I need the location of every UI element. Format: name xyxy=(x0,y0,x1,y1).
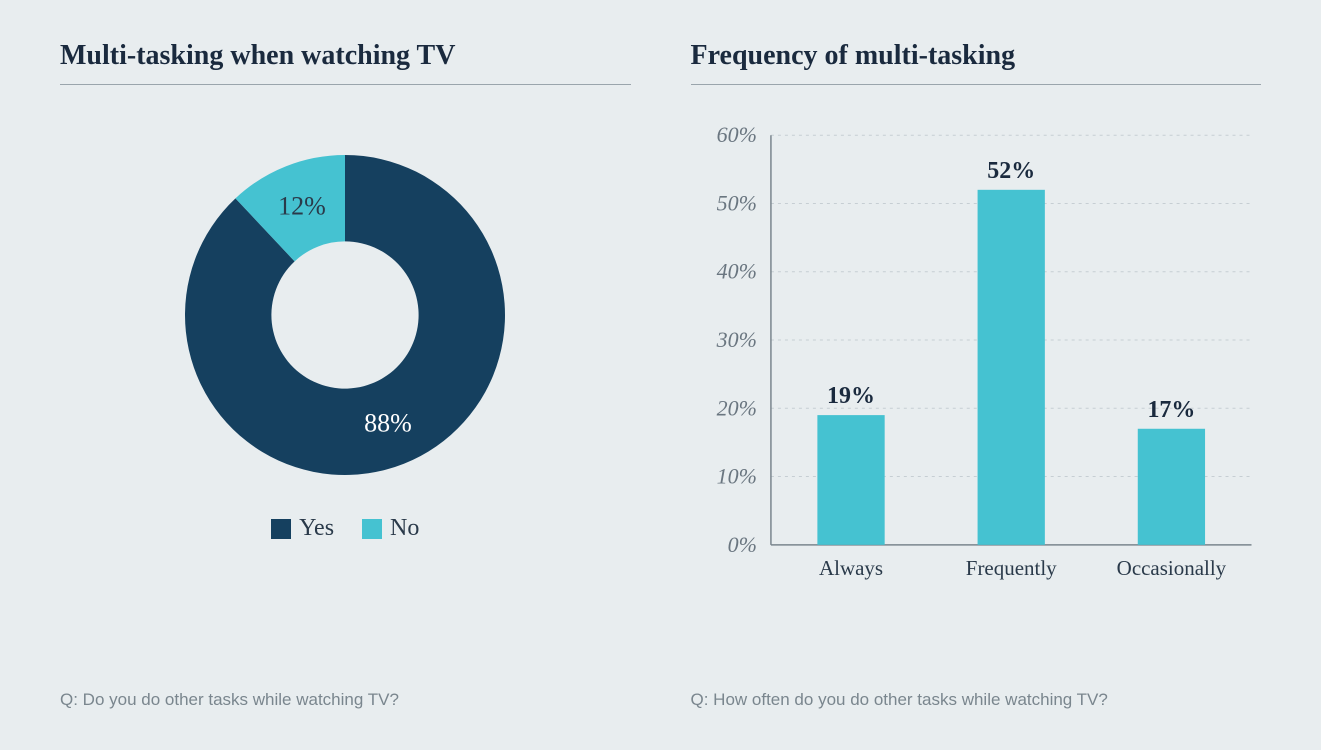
y-tick-label: 40% xyxy=(716,259,756,284)
y-tick-label: 0% xyxy=(727,532,756,557)
bar-occasionally xyxy=(1137,429,1204,545)
bar-panel: Frequency of multi-tasking 0% 10% 20% 30% 40… xyxy=(691,40,1262,710)
legend-swatch xyxy=(362,519,382,539)
y-tick-label: 60% xyxy=(716,122,756,147)
donut-legend: Yes No xyxy=(271,515,419,542)
bar-chart: 0% 10% 20% 30% 40% 50% 60% 19% Always 52% Frequent… xyxy=(691,115,1262,595)
bar-caption: Q: How often do you do other tasks while… xyxy=(691,690,1262,710)
bar-value-label: 19% xyxy=(827,383,875,409)
legend-item-yes: Yes xyxy=(271,515,334,542)
legend-label: Yes xyxy=(299,515,334,542)
bar-always xyxy=(817,415,884,545)
donut-value-label: 88% xyxy=(364,409,412,438)
donut-caption: Q: Do you do other tasks while watching … xyxy=(60,690,631,710)
y-tick-label: 50% xyxy=(716,190,756,215)
y-tick-label: 20% xyxy=(716,395,756,420)
donut-panel: Multi-tasking when watching TV 88% 12% Ye… xyxy=(60,40,631,710)
donut-chart: 88% 12% xyxy=(175,145,515,485)
legend-label: No xyxy=(390,515,419,542)
legend-item-no: No xyxy=(362,515,419,542)
category-label: Frequently xyxy=(965,556,1056,580)
y-tick-label: 30% xyxy=(715,327,756,352)
bar-value-label: 17% xyxy=(1147,397,1195,423)
donut-value-label: 12% xyxy=(278,191,326,220)
bar-chart-area: 0% 10% 20% 30% 40% 50% 60% 19% Always 52% Frequent… xyxy=(691,115,1262,650)
donut-chart-area: 88% 12% Yes No xyxy=(60,115,631,650)
legend-swatch xyxy=(271,519,291,539)
category-label: Always xyxy=(818,556,882,580)
category-label: Occasionally xyxy=(1116,556,1226,580)
bar-title: Frequency of multi-tasking xyxy=(691,40,1262,85)
bar-value-label: 52% xyxy=(987,158,1035,184)
y-tick-label: 10% xyxy=(716,464,756,489)
donut-title: Multi-tasking when watching TV xyxy=(60,40,631,85)
bar-frequently xyxy=(977,190,1044,545)
